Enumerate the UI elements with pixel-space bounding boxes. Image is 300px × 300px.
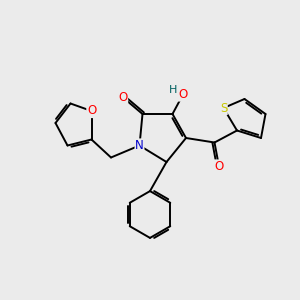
Text: S: S (220, 101, 227, 115)
Text: O: O (118, 91, 127, 104)
Text: H: H (169, 85, 178, 95)
Text: O: O (178, 88, 188, 101)
Text: O: O (87, 104, 96, 118)
Text: O: O (214, 160, 224, 173)
Text: N: N (135, 139, 144, 152)
